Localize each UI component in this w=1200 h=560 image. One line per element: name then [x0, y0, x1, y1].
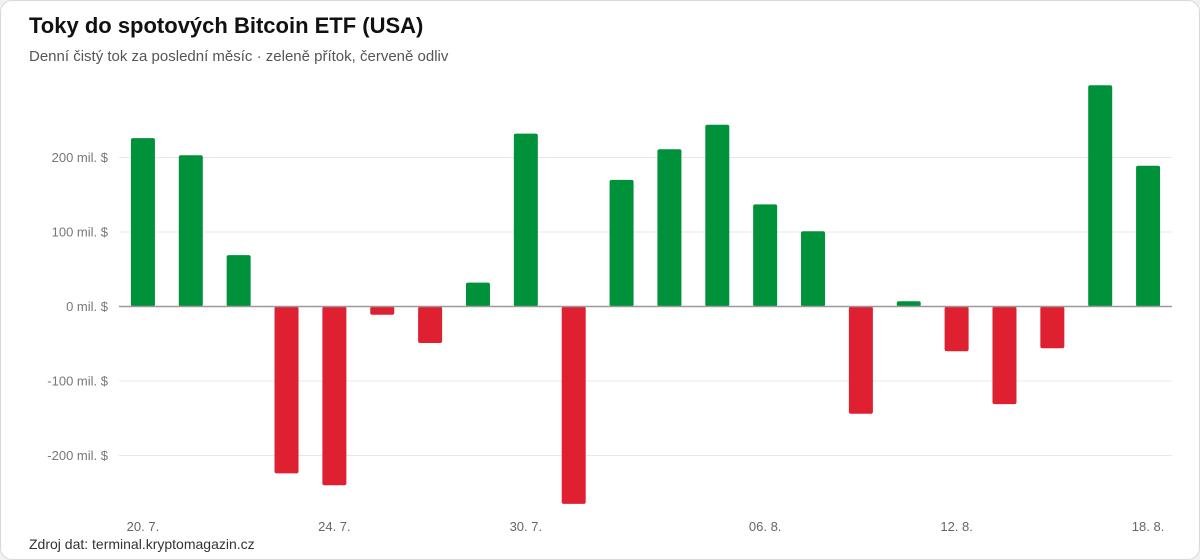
chart-title: Toky do spotových Bitcoin ETF (USA): [29, 13, 424, 38]
bar-inflow[interactable]: [178, 155, 203, 307]
bar-outflow[interactable]: [992, 306, 1017, 405]
bar-inflow[interactable]: [465, 282, 490, 307]
bar-inflow[interactable]: [657, 149, 682, 307]
y-tick-label: -200 mil. $: [47, 448, 108, 463]
bar-outflow[interactable]: [418, 306, 443, 344]
y-tick-label: 0 mil. $: [66, 299, 109, 314]
y-tick-label: 200 mil. $: [52, 150, 109, 165]
bar-inflow[interactable]: [753, 204, 778, 307]
bar-outflow[interactable]: [322, 306, 347, 486]
bar-inflow[interactable]: [513, 133, 538, 307]
x-tick-label: 20. 7.: [127, 519, 160, 534]
bar-inflow[interactable]: [1088, 85, 1113, 307]
x-tick-label: 24. 7.: [318, 519, 351, 534]
y-tick-label: 100 mil. $: [52, 225, 109, 240]
bar-inflow[interactable]: [1136, 165, 1161, 307]
bar-inflow[interactable]: [896, 301, 921, 307]
bar-inflow[interactable]: [705, 124, 730, 307]
x-tick-label: 12. 8.: [940, 519, 973, 534]
bar-inflow[interactable]: [130, 138, 155, 307]
y-tick-label: -100 mil. $: [47, 374, 108, 389]
chart-subtitle: Denní čistý tok za poslední měsíc · zele…: [29, 48, 449, 65]
bar-outflow[interactable]: [561, 306, 586, 504]
bar-outflow[interactable]: [848, 306, 873, 414]
bar-outflow[interactable]: [274, 306, 299, 474]
bar-inflow[interactable]: [801, 231, 826, 307]
bar-outflow[interactable]: [1040, 306, 1065, 349]
bar-outflow[interactable]: [370, 306, 395, 315]
bar-outflow[interactable]: [944, 306, 969, 352]
x-tick-label: 30. 7.: [510, 519, 543, 534]
bar-inflow[interactable]: [226, 255, 251, 307]
x-tick-label: 06. 8.: [749, 519, 782, 534]
x-tick-label: 18. 8.: [1132, 519, 1165, 534]
bar-inflow[interactable]: [609, 179, 634, 307]
source-note: Zdroj dat: terminal.kryptomagazin.cz: [29, 536, 255, 552]
